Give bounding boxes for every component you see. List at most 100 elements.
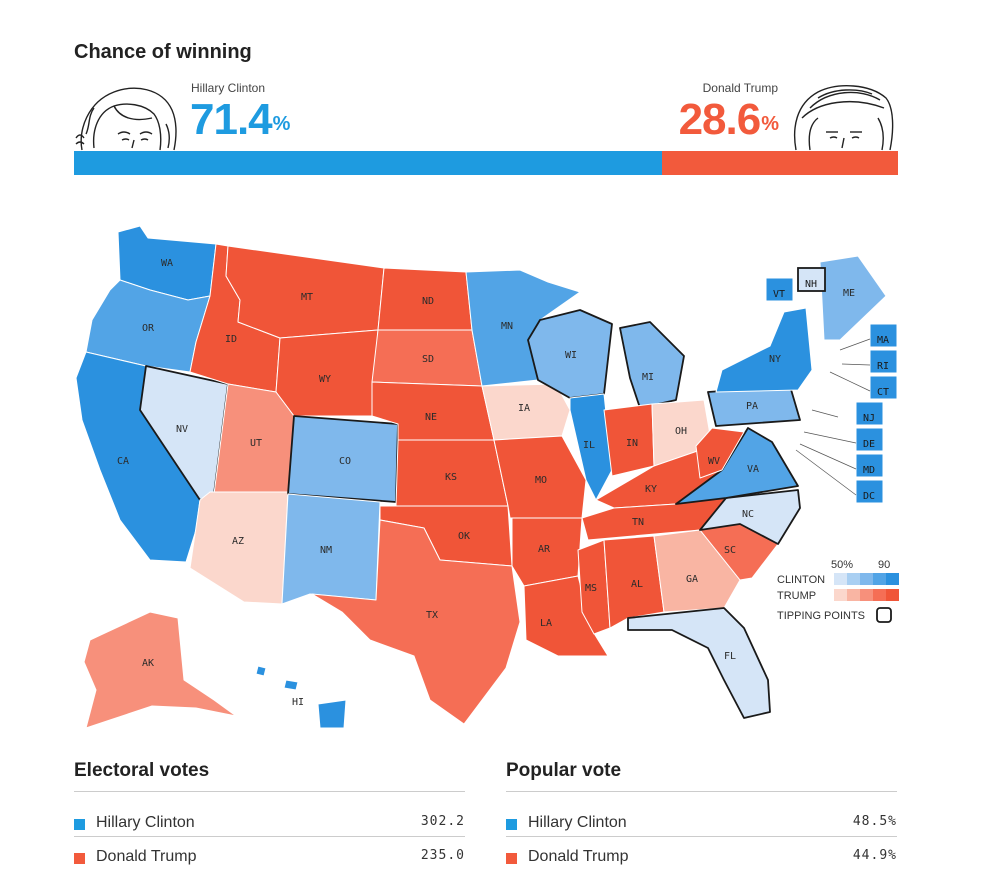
state-label-az: AZ (232, 536, 244, 547)
state-label-al: AL (631, 579, 643, 590)
state-label-ks: KS (445, 472, 457, 483)
win-probability-bar (74, 151, 898, 175)
divider (74, 791, 465, 792)
clinton-win-probability: 71.4% (190, 95, 290, 144)
candidate-name: Donald Trump (528, 848, 629, 865)
legend-clinton-swatch (860, 573, 873, 585)
state-box-ct[interactable] (869, 375, 898, 400)
state-ny[interactable] (715, 307, 813, 393)
connector-line (795, 449, 857, 496)
state-label-mo: MO (535, 475, 547, 486)
state-label-ny: NY (769, 354, 781, 365)
popular-row-trump: Donald Trump 44.9% (506, 848, 897, 868)
us-electoral-map: VT NH MA RI CT NJ DE MD DC WA OR CA NV ID MT WY UT AZ CO N… (75, 225, 899, 729)
state-label-co: CO (339, 456, 351, 467)
popular-value: 44.9% (852, 848, 897, 863)
state-label-la: LA (540, 618, 552, 629)
electoral-row-clinton: Hillary Clinton 302.2 (74, 814, 465, 834)
legend-clinton-swatch (834, 573, 847, 585)
legend-clinton-swatch (886, 573, 899, 585)
state-ia[interactable] (481, 383, 571, 441)
legend-trump-swatch (847, 589, 860, 601)
state-tx[interactable] (311, 519, 521, 725)
legend-clinton-label: CLINTON (777, 574, 825, 586)
legend-trump-swatch (860, 589, 873, 601)
state-ak[interactable] (83, 611, 237, 729)
popular-vote-title: Popular vote (506, 760, 622, 781)
state-label-va: VA (747, 464, 759, 475)
state-fl[interactable] (627, 607, 771, 719)
state-box-label-md: MD (863, 465, 875, 476)
divider (506, 836, 897, 837)
clinton-swatch (506, 819, 517, 830)
state-label-or: OR (142, 323, 155, 334)
legend-clinton-swatch (847, 573, 860, 585)
state-label-ak: AK (142, 658, 154, 669)
popular-row-clinton: Hillary Clinton 48.5% (506, 814, 897, 834)
legend-tick-low: 50% (831, 559, 853, 571)
legend-tick-high: 90 (878, 559, 890, 571)
state-label-ia: IA (518, 403, 530, 414)
state-me[interactable] (819, 255, 887, 341)
clinton-name: Hillary Clinton (191, 81, 266, 95)
legend-trump-label: TRUMP (777, 590, 816, 602)
state-hi[interactable] (255, 665, 347, 729)
state-box-nj[interactable] (855, 401, 884, 426)
state-box-nh[interactable] (797, 267, 826, 292)
trump-swatch (74, 853, 85, 864)
state-label-wv: WV (708, 456, 720, 467)
state-box-ri[interactable] (869, 349, 898, 374)
state-label-il: IL (583, 440, 595, 451)
legend-trump-swatch (834, 589, 847, 601)
clinton-probability-fill (74, 151, 662, 175)
legend-tipping-swatch (876, 607, 892, 623)
state-wv[interactable] (695, 427, 745, 479)
state-wy[interactable] (275, 329, 379, 417)
state-label-hi: HI (292, 697, 304, 708)
trump-probability-fill (662, 151, 898, 175)
electoral-value: 302.2 (420, 814, 465, 829)
state-label-wi: WI (565, 350, 577, 361)
state-box-de[interactable] (855, 427, 884, 452)
state-la[interactable] (523, 575, 609, 657)
state-label-ne: NE (425, 412, 437, 423)
state-label-ut: UT (250, 438, 262, 449)
state-label-sd: SD (422, 354, 434, 365)
connector-line (811, 409, 839, 418)
state-label-nv: NV (176, 424, 188, 435)
state-label-ca: CA (117, 456, 129, 467)
state-ga[interactable] (653, 529, 741, 613)
electoral-value: 235.0 (420, 848, 465, 863)
state-az[interactable] (189, 491, 289, 605)
trump-swatch (506, 853, 517, 864)
state-box-label-de: DE (863, 439, 875, 450)
electoral-row-trump: Donald Trump 235.0 (74, 848, 465, 868)
connector-line (803, 431, 857, 444)
candidate-name: Hillary Clinton (96, 814, 195, 831)
state-mi[interactable] (619, 321, 685, 409)
state-box-vt[interactable] (765, 277, 794, 302)
connector-line (799, 443, 857, 470)
electoral-votes-section: Electoral votes Hillary Clinton 302.2 Do… (74, 760, 465, 865)
state-label-sc: SC (724, 545, 736, 556)
electoral-votes-title: Electoral votes (74, 760, 210, 781)
divider (74, 836, 465, 837)
state-box-label-ct: CT (877, 387, 889, 398)
state-al[interactable] (603, 535, 665, 629)
map-legend: 50% 90 CLINTON TRUMP TIPPING POINTS (777, 559, 899, 623)
state-label-fl: FL (724, 651, 736, 662)
legend-tipping-label: TIPPING POINTS (777, 610, 865, 622)
clinton-portrait (75, 87, 177, 151)
state-label-ok: OK (458, 531, 470, 542)
divider (506, 791, 897, 792)
state-label-ar: AR (538, 544, 551, 555)
legend-trump-swatch (886, 589, 899, 601)
state-box-dc[interactable] (855, 479, 884, 504)
state-label-oh: OH (675, 426, 687, 437)
state-box-md[interactable] (855, 453, 884, 478)
state-box-ma[interactable] (869, 323, 898, 348)
state-label-ms: MS (585, 583, 597, 594)
state-label-id: ID (225, 334, 237, 345)
trump-win-probability: 28.6% (678, 95, 779, 144)
state-ms[interactable] (577, 539, 611, 635)
